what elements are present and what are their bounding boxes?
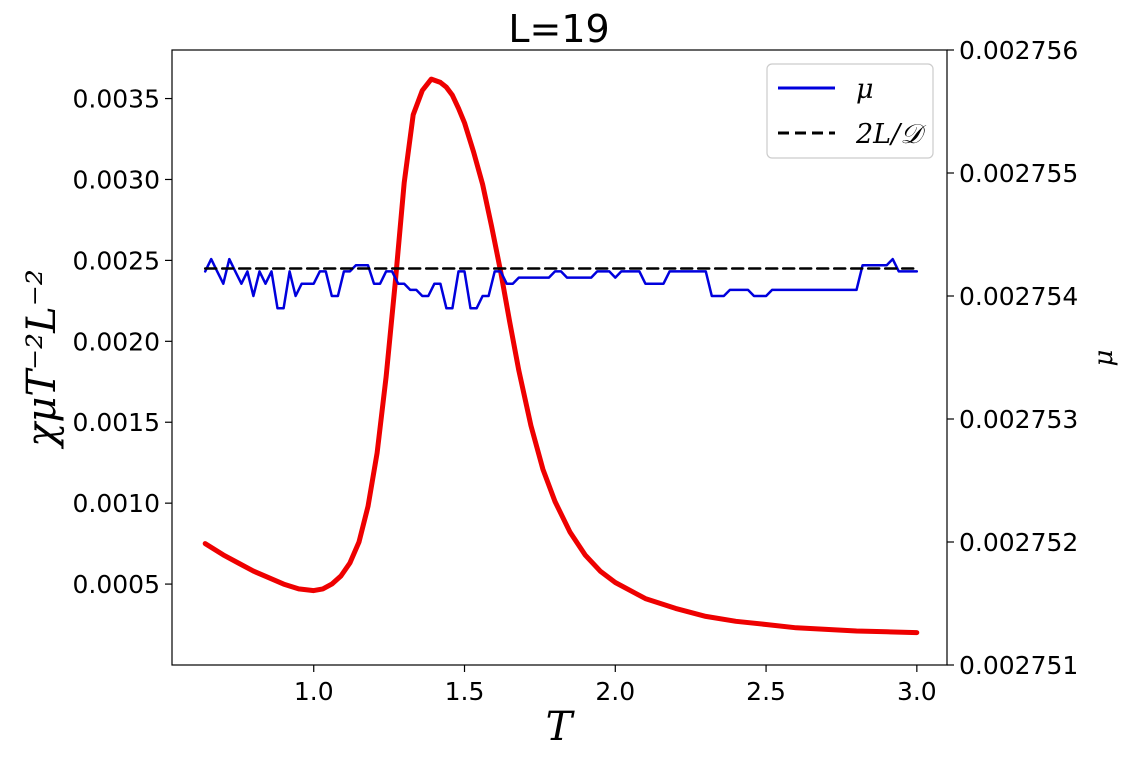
y-tick-label-left: 0.0005 (73, 570, 160, 599)
y-axis-right: 0.002751 0.002752 0.002753 0.002754 0.002755… (947, 36, 1078, 680)
y-tick-label-right: 0.002752 (959, 528, 1078, 557)
y-tick-label-left: 0.0030 (73, 165, 160, 194)
y-tick-label-right: 0.002753 (959, 405, 1078, 434)
plot-frame (171, 49, 948, 666)
y-tick-label-right: 0.002751 (959, 651, 1078, 680)
x-tick-label: 1.5 (445, 677, 485, 706)
y-tick-label-left: 0.0010 (73, 489, 160, 518)
series-chi (202, 76, 920, 636)
x-tick-label: 2.5 (746, 677, 786, 706)
chart-title: L=19 (508, 7, 609, 51)
y-axis-label-left: χμT⁻²L⁻² (19, 269, 65, 450)
y-axis-left: 0.0005 0.0010 0.0015 0.0020 0.0025 0.0030 0.00… (73, 85, 172, 599)
x-axis-label: T (546, 704, 576, 750)
y-tick-label-right: 0.002754 (959, 282, 1078, 311)
y-tick-label-left: 0.0035 (73, 85, 160, 114)
y-tick-label-right: 0.002756 (959, 36, 1078, 65)
x-tick-label: 3.0 (897, 677, 937, 706)
y-tick-label-left: 0.0020 (73, 327, 160, 356)
y-axis-label-right: μ (1089, 350, 1119, 367)
plot-area (202, 76, 920, 636)
legend-label-ref: 2L/𝒟 (855, 119, 926, 150)
y-tick-label-left: 0.0025 (73, 246, 160, 275)
y-tick-label-left: 0.0015 (73, 408, 160, 437)
x-tick-label: 2.0 (595, 677, 635, 706)
series-mu (203, 257, 919, 310)
y-tick-label-right: 0.002755 (959, 159, 1078, 188)
legend: μ 2L/𝒟 (766, 63, 934, 159)
x-tick-label: 1.0 (294, 677, 334, 706)
x-axis: 1.0 1.5 2.0 2.5 3.0 (294, 665, 937, 706)
legend-label-mu: μ (856, 74, 874, 105)
